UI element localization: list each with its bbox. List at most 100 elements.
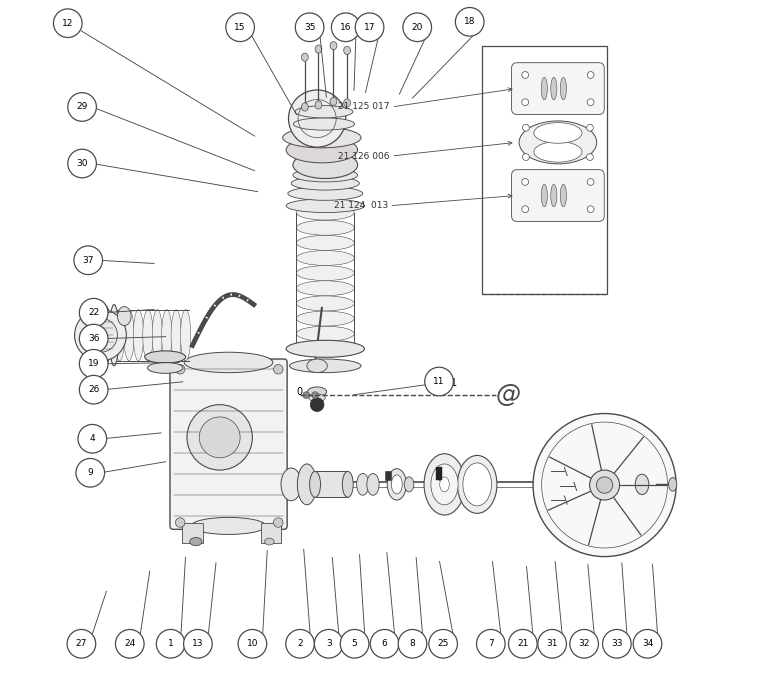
Text: 27: 27 (76, 640, 87, 648)
Text: 31: 31 (546, 640, 558, 648)
Circle shape (587, 154, 594, 161)
Text: 2: 2 (297, 640, 303, 648)
Ellipse shape (296, 280, 354, 295)
Circle shape (68, 149, 97, 178)
Text: 26: 26 (88, 385, 99, 394)
Ellipse shape (424, 453, 465, 515)
Ellipse shape (286, 199, 364, 213)
Ellipse shape (551, 184, 557, 207)
Text: 18: 18 (464, 17, 476, 26)
Circle shape (522, 206, 529, 213)
Circle shape (156, 629, 185, 658)
Bar (183, 523, 203, 543)
Circle shape (183, 629, 212, 658)
Ellipse shape (635, 474, 649, 495)
Text: 17: 17 (363, 23, 375, 31)
Ellipse shape (124, 310, 134, 360)
Circle shape (332, 13, 360, 42)
Bar (261, 523, 281, 543)
Circle shape (312, 392, 318, 399)
Text: 11: 11 (434, 377, 445, 386)
Text: 30: 30 (76, 159, 88, 168)
Text: 22: 22 (88, 308, 99, 317)
Circle shape (274, 365, 283, 374)
Text: 29: 29 (76, 103, 88, 111)
Circle shape (523, 154, 530, 161)
Ellipse shape (296, 311, 354, 326)
Text: 21 126 006: 21 126 006 (339, 152, 390, 161)
Ellipse shape (315, 101, 322, 109)
FancyBboxPatch shape (512, 63, 604, 114)
Circle shape (398, 629, 427, 658)
Circle shape (74, 246, 102, 274)
Ellipse shape (180, 310, 191, 360)
Ellipse shape (296, 205, 354, 220)
Ellipse shape (296, 341, 354, 356)
Text: 18: 18 (463, 17, 477, 27)
Ellipse shape (342, 471, 353, 497)
Circle shape (310, 398, 324, 412)
Circle shape (538, 629, 566, 658)
Ellipse shape (293, 151, 358, 179)
Ellipse shape (541, 184, 548, 207)
Ellipse shape (115, 310, 125, 360)
Ellipse shape (541, 77, 548, 100)
Ellipse shape (392, 475, 402, 494)
Ellipse shape (296, 265, 354, 280)
Circle shape (67, 629, 96, 658)
Ellipse shape (534, 122, 582, 143)
Ellipse shape (344, 47, 350, 55)
Text: 11: 11 (445, 378, 458, 388)
Circle shape (83, 318, 118, 352)
Circle shape (238, 629, 267, 658)
Text: 21 124  013: 21 124 013 (334, 201, 388, 210)
Text: 7: 7 (488, 640, 494, 648)
Ellipse shape (315, 45, 322, 53)
Ellipse shape (147, 363, 183, 373)
Ellipse shape (560, 184, 566, 207)
Text: @: @ (495, 383, 520, 407)
Circle shape (296, 13, 324, 42)
Bar (315, 471, 348, 497)
Ellipse shape (309, 394, 325, 402)
Ellipse shape (286, 137, 358, 163)
Ellipse shape (297, 464, 317, 505)
Ellipse shape (109, 304, 119, 366)
Text: 37: 37 (83, 256, 94, 265)
Ellipse shape (404, 477, 414, 492)
Circle shape (80, 298, 108, 327)
Circle shape (633, 629, 661, 658)
Ellipse shape (431, 464, 458, 505)
Ellipse shape (286, 341, 364, 357)
Ellipse shape (293, 118, 355, 130)
Text: 16: 16 (340, 23, 352, 31)
Ellipse shape (293, 168, 358, 182)
Circle shape (80, 350, 108, 378)
Bar (385, 471, 391, 480)
Circle shape (76, 458, 105, 487)
Ellipse shape (289, 359, 361, 373)
Ellipse shape (440, 477, 449, 492)
Text: 36: 36 (88, 334, 99, 343)
Ellipse shape (288, 187, 363, 200)
Circle shape (80, 376, 108, 404)
Circle shape (590, 470, 619, 500)
Circle shape (314, 629, 343, 658)
Ellipse shape (296, 250, 354, 265)
Circle shape (597, 477, 613, 493)
Circle shape (587, 179, 594, 185)
Ellipse shape (264, 538, 275, 545)
Circle shape (303, 392, 310, 399)
Ellipse shape (356, 473, 369, 495)
Ellipse shape (330, 42, 337, 50)
Text: 9: 9 (87, 469, 93, 477)
Circle shape (587, 98, 594, 105)
Ellipse shape (291, 176, 360, 190)
Circle shape (187, 405, 253, 470)
Ellipse shape (191, 517, 266, 534)
Circle shape (340, 629, 369, 658)
Text: 34: 34 (642, 640, 653, 648)
Circle shape (533, 414, 676, 557)
Ellipse shape (296, 235, 354, 250)
Ellipse shape (282, 127, 361, 148)
